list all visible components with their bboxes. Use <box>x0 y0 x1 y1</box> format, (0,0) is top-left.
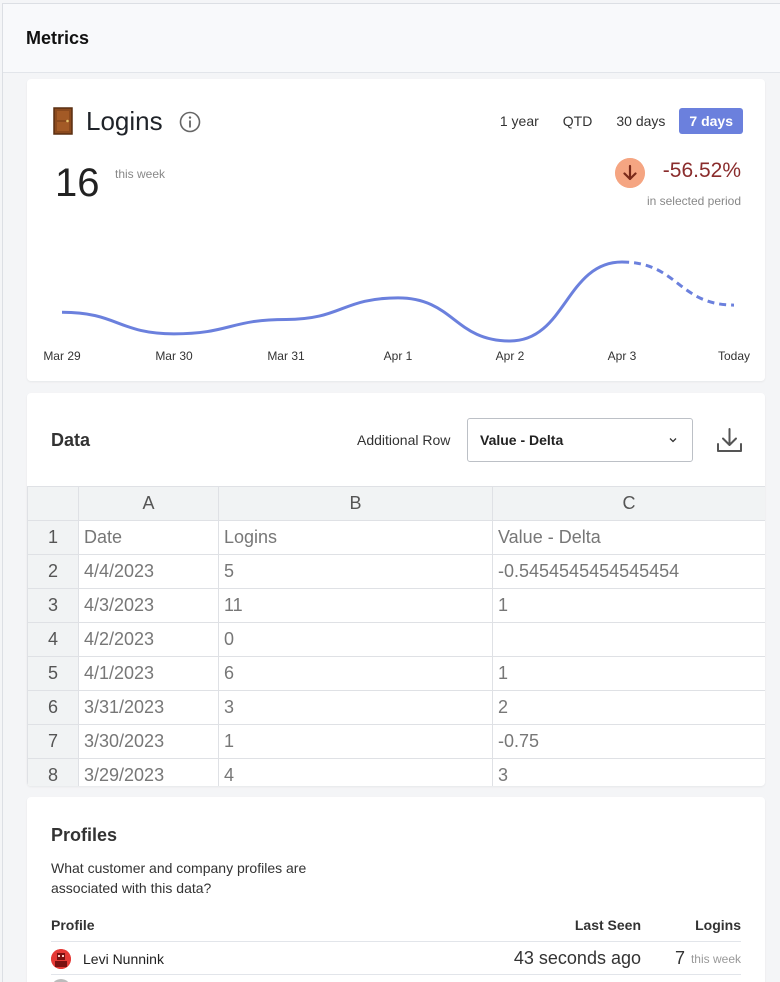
page-header: Metrics <box>3 4 780 73</box>
metric-title: Logins <box>86 106 163 136</box>
metric-value: 16 <box>55 161 100 205</box>
metrics-panel: Metrics Logins 1 year QTD 30 days 7 days… <box>2 3 780 982</box>
profile-row[interactable]: Levi Nunnink 43 seconds ago 7 this week <box>51 942 741 975</box>
corner-cell[interactable] <box>27 486 79 521</box>
profile-last-seen: 43 seconds ago <box>513 948 641 968</box>
column-header[interactable]: A <box>78 486 219 521</box>
header-last-seen[interactable]: Last Seen <box>574 917 641 933</box>
table-cell[interactable]: 3/30/2023 <box>78 724 219 759</box>
table-cell[interactable]: 5 <box>218 554 493 589</box>
x-tick-label: Mar 29 <box>43 349 81 363</box>
header-logins[interactable]: Logins <box>695 917 741 933</box>
range-tabs: 1 year QTD 30 days 7 days <box>490 108 743 134</box>
delta-value: -56.52% <box>662 159 741 182</box>
table-cell[interactable]: 3/31/2023 <box>78 690 219 725</box>
range-tab-1-year[interactable]: 1 year <box>499 113 539 129</box>
data-card: Data Additional Row Value - Delta A <box>27 393 765 786</box>
row-number[interactable]: 1 <box>27 520 79 555</box>
door-icon <box>53 107 73 135</box>
table-cell[interactable]: 4/4/2023 <box>78 554 219 589</box>
table-cell[interactable]: Date <box>78 520 219 555</box>
column-header[interactable]: C <box>492 486 765 521</box>
profiles-table-header: Profile Last Seen Logins <box>51 917 741 942</box>
table-cell[interactable]: 3/29/2023 <box>78 758 219 786</box>
table-cell[interactable]: 4/1/2023 <box>78 656 219 691</box>
range-tab-30-days[interactable]: 30 days <box>616 113 666 129</box>
profiles-card: Profiles What customer and company profi… <box>27 797 765 982</box>
spreadsheet: A B C 1 Date Logins Value - Delta 2 4/4/2023 5… <box>27 486 765 786</box>
arrow-down-icon <box>615 158 645 188</box>
info-icon[interactable] <box>179 111 201 133</box>
table-row: 5 4/1/2023 6 1 <box>27 656 765 691</box>
x-tick-label: Apr 2 <box>496 349 525 363</box>
select-value: Value - Delta <box>480 432 564 448</box>
table-cell[interactable]: -0.75 <box>492 724 765 759</box>
series-line-projection <box>621 260 735 307</box>
data-title: Data <box>51 430 91 450</box>
chevron-down-icon <box>669 438 677 443</box>
table-cell[interactable]: 3 <box>218 690 493 725</box>
row-number[interactable]: 3 <box>27 588 79 623</box>
table-cell[interactable]: 4/3/2023 <box>78 588 219 623</box>
delta-sub: in selected period <box>646 194 741 208</box>
table-cell[interactable]: 1 <box>492 588 765 623</box>
row-number[interactable]: 6 <box>27 690 79 725</box>
profiles-description: What customer and company profiles are a… <box>51 860 307 896</box>
profiles-title: Profiles <box>51 825 118 845</box>
x-tick-label: Apr 1 <box>384 349 413 363</box>
table-row: 6 3/31/2023 3 2 <box>27 690 765 725</box>
table-cell[interactable]: 3 <box>492 758 765 786</box>
row-number[interactable]: 4 <box>27 622 79 657</box>
table-row: 3 4/3/2023 11 1 <box>27 588 765 623</box>
profile-row[interactable] <box>51 976 741 982</box>
avatar <box>51 949 71 969</box>
metric-value-sub: this week <box>115 167 166 181</box>
profile-name[interactable]: Levi Nunnink <box>83 951 164 967</box>
table-cell[interactable]: 6 <box>218 656 493 691</box>
x-tick-label: Mar 31 <box>267 349 305 363</box>
additional-row-select[interactable]: Value - Delta <box>467 418 693 462</box>
table-cell[interactable]: Logins <box>218 520 493 555</box>
x-tick-label: Apr 3 <box>608 349 637 363</box>
table-cell[interactable]: Value - Delta <box>492 520 765 555</box>
logins-line-chart: Mar 29 Mar 30 Mar 31 Apr 1 Apr 2 Apr 3 Today <box>43 260 750 363</box>
table-row: 8 3/29/2023 4 3 <box>27 758 765 786</box>
additional-row-label: Additional Row <box>357 432 451 448</box>
range-tab-7-days[interactable]: 7 days <box>679 108 743 134</box>
header-profile[interactable]: Profile <box>51 917 95 933</box>
table-cell[interactable]: 2 <box>492 690 765 725</box>
avatar <box>51 979 71 982</box>
table-row: 4 4/2/2023 0 <box>27 622 765 657</box>
row-number[interactable]: 2 <box>27 554 79 589</box>
table-cell[interactable]: 4/2/2023 <box>78 622 219 657</box>
row-number[interactable]: 5 <box>27 656 79 691</box>
table-cell[interactable]: 11 <box>218 588 493 623</box>
table-cell[interactable]: -0.5454545454545454 <box>492 554 765 589</box>
x-tick-label: Today <box>718 349 750 363</box>
download-icon[interactable] <box>716 427 743 454</box>
row-number[interactable]: 7 <box>27 724 79 759</box>
table-cell[interactable]: 0 <box>218 622 493 657</box>
series-line <box>61 260 623 343</box>
range-tab-qtd[interactable]: QTD <box>562 113 593 129</box>
column-header[interactable]: B <box>218 486 493 521</box>
table-row: 2 4/4/2023 5 -0.5454545454545454 <box>27 554 765 589</box>
table-cell[interactable]: 1 <box>218 724 493 759</box>
page-title: Metrics <box>26 28 90 48</box>
profile-logins-sub: this week <box>690 952 741 966</box>
column-header-row: A B C <box>27 486 765 521</box>
table-cell[interactable]: 1 <box>492 656 765 691</box>
table-cell[interactable] <box>492 622 765 657</box>
table-row: 7 3/30/2023 1 -0.75 <box>27 724 765 759</box>
profile-logins: 7 <box>674 948 685 968</box>
x-tick-label: Mar 30 <box>155 349 193 363</box>
table-cell[interactable]: 4 <box>218 758 493 786</box>
table-row: 1 Date Logins Value - Delta <box>27 520 765 555</box>
logins-card: Logins 1 year QTD 30 days 7 days 16 this… <box>27 79 765 381</box>
row-number[interactable]: 8 <box>27 758 79 786</box>
